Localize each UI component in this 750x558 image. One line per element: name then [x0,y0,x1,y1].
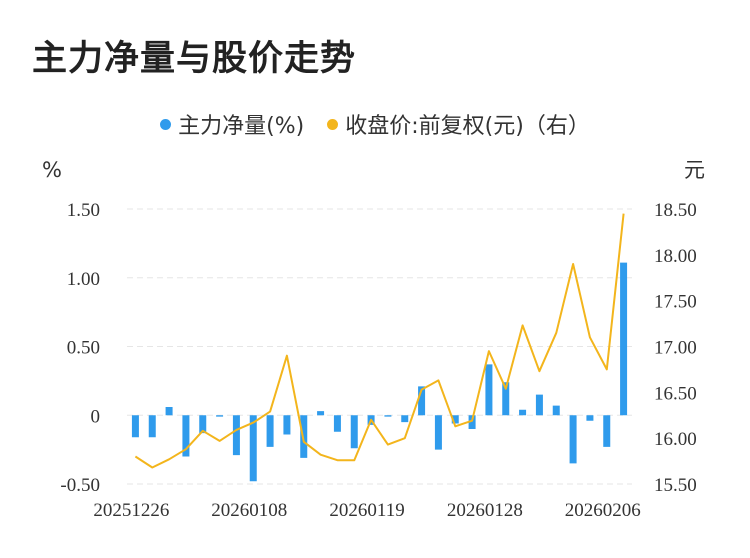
net-volume-bar [603,415,611,447]
x-tick-label: 20260128 [447,500,523,521]
gridlines [127,208,632,485]
net-volume-bar [620,262,628,416]
right-axis-unit: 元 [684,158,705,182]
right-tick-label: 16.50 [654,383,697,404]
left-axis-ticks: 1.50 1.00 0.50 0 -0.50 [60,200,100,496]
legend: 主力净量(%) 收盘价:前复权(元)（右） [0,108,750,140]
x-axis-ticks: 20251226 20260108 20260119 20260128 20260206 [93,500,640,521]
net-volume-bar [502,382,510,416]
right-axis-ticks: 18.50 18.00 17.50 17.00 16.50 16.00 15.50 [654,200,697,496]
net-volume-bar [569,415,577,464]
net-volume-bar [317,411,325,416]
left-tick-label: 1.50 [67,200,100,221]
legend-item-net-volume[interactable]: 主力净量(%) [160,108,304,140]
net-volume-bar [434,415,442,450]
right-tick-label: 16.00 [654,429,697,450]
x-tick-label: 20251226 [93,500,169,521]
legend-dot-close-price [327,118,339,130]
legend-item-close-price[interactable]: 收盘价:前复权(元)（右） [327,108,590,140]
right-tick-label: 17.50 [654,292,697,313]
right-tick-label: 17.00 [654,338,697,359]
net-volume-bar [131,415,139,438]
net-volume-bar [333,415,341,432]
net-volume-bars [131,262,628,482]
left-tick-label: 0.50 [67,338,100,359]
x-tick-label: 20260119 [329,500,404,521]
net-volume-bar [586,415,594,421]
legend-label-close-price: 收盘价:前复权(元)（右） [345,114,590,139]
close-price-line [134,213,625,469]
net-volume-bar [350,415,358,449]
net-volume-bar [148,415,156,438]
net-volume-bar [451,415,459,424]
net-volume-bar [519,409,527,416]
chart-title: 主力净量与股价走势 [32,39,357,79]
left-tick-label: -0.50 [60,475,100,496]
net-volume-bar [485,364,493,416]
legend-label-net-volume: 主力净量(%) [178,114,305,139]
x-tick-label: 20260108 [211,500,287,521]
left-tick-label: 1.00 [67,269,100,290]
net-volume-bar [249,415,257,482]
left-axis-unit: % [42,158,62,182]
net-volume-bar [468,415,476,429]
net-volume-bar [216,415,224,417]
net-volume-bar [535,394,543,416]
net-volume-bar [283,415,291,435]
net-volume-bar [182,415,190,457]
x-tick-label: 20260206 [565,500,641,521]
right-tick-label: 15.50 [654,475,697,496]
net-volume-bar [552,405,560,416]
net-volume-bar [232,415,240,456]
net-volume-bar [199,415,207,434]
left-tick-label: 0 [91,406,101,427]
legend-dot-net-volume [160,118,172,130]
right-tick-label: 18.50 [654,200,697,221]
net-volume-bar [266,415,274,447]
net-volume-bar [165,407,173,416]
net-volume-bar [384,415,392,417]
net-volume-bar [418,386,426,416]
net-volume-bar [401,415,409,423]
right-tick-label: 18.00 [654,246,697,267]
